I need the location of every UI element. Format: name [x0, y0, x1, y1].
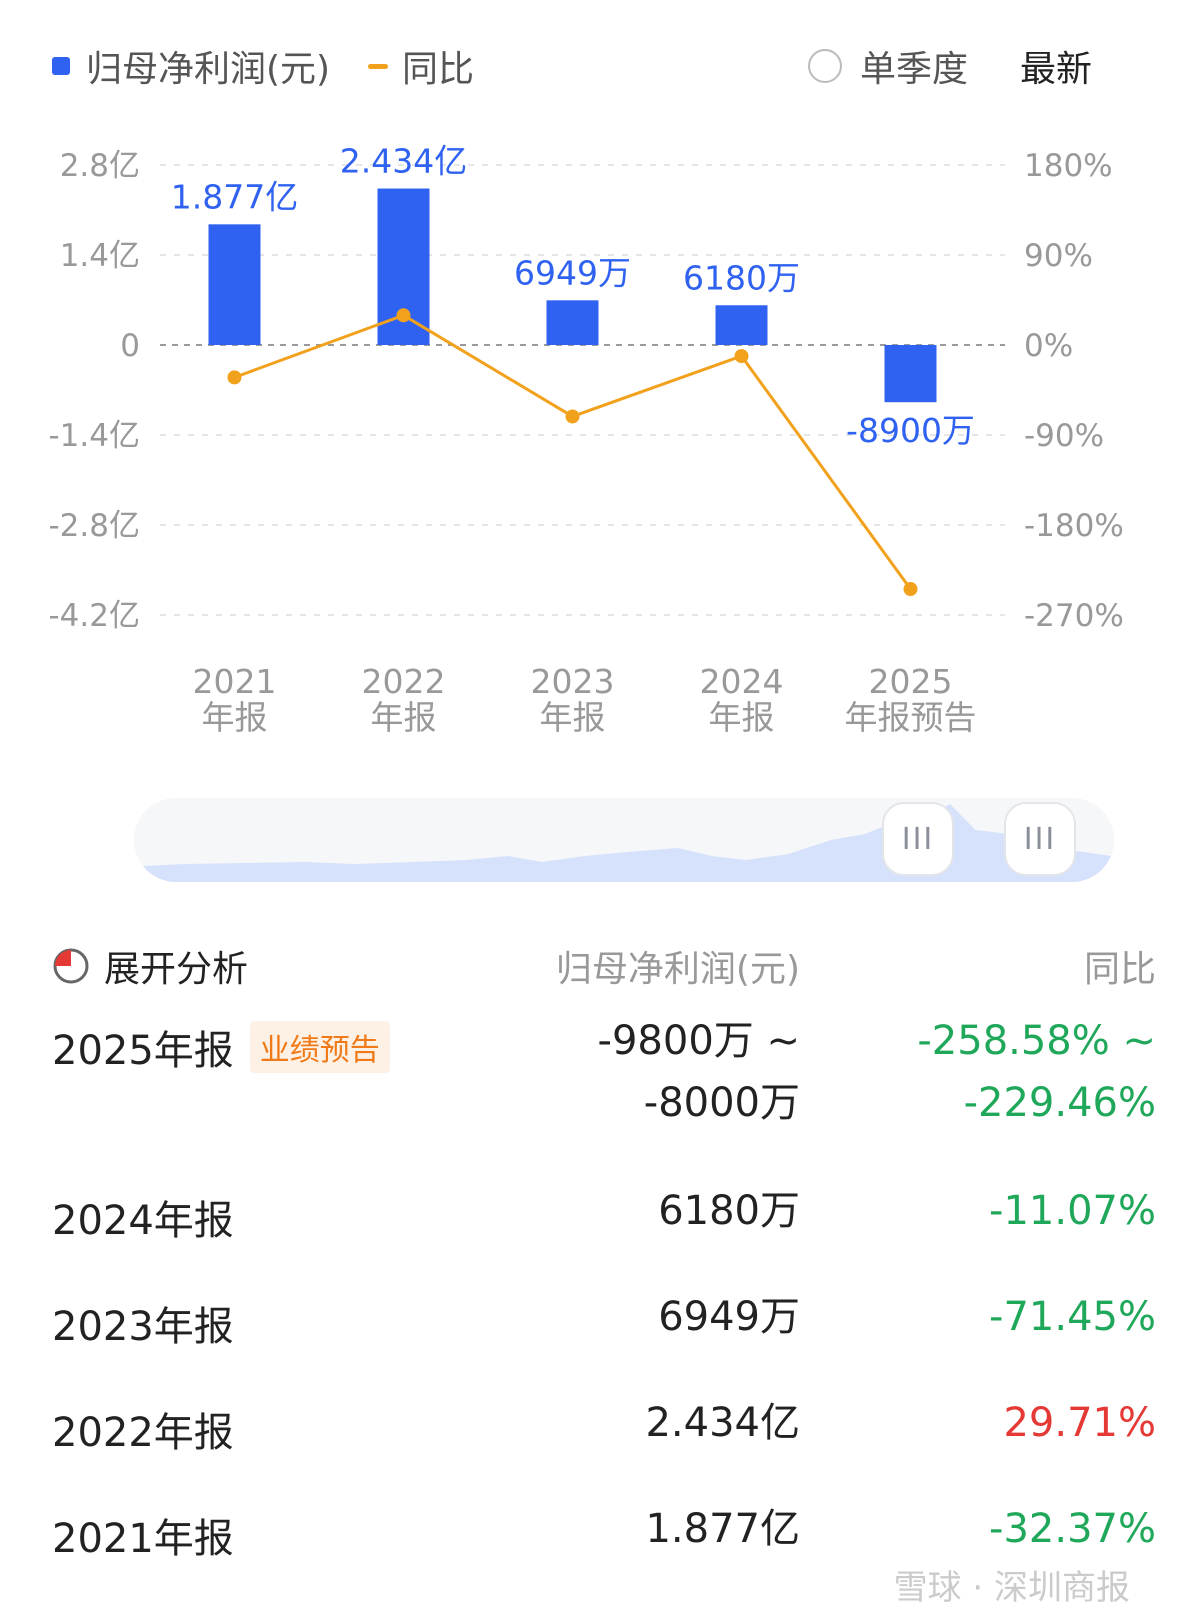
left-axis-tick-label: 2.8亿	[60, 148, 140, 184]
bar	[208, 224, 261, 345]
category-axis: 2021 年报 2022 年报 2023 年报 2024 年报 2025 年报预告	[193, 662, 977, 737]
expand-analysis-label: 展开分析	[104, 949, 249, 990]
left-axis-tick-label: -4.2亿	[49, 598, 141, 634]
row-yoy: 29.71%	[1003, 1400, 1156, 1446]
right-axis-tick-label: 90%	[1024, 238, 1093, 274]
yoy-point	[734, 349, 749, 364]
row-value: 1.877亿	[645, 1506, 800, 1552]
yoy-line-series	[227, 308, 918, 597]
yoy-point	[565, 409, 580, 424]
column-header-yoy: 同比	[1083, 949, 1156, 990]
single-quarter-toggle[interactable]: 单季度	[808, 40, 968, 92]
yoy-line	[233, 313, 912, 590]
row-period: 2024年报	[52, 1188, 234, 1246]
right-axis-tick-label: -180%	[1024, 508, 1124, 544]
chart-legend: 归母净利润(元) 同比 单季度 最新	[0, 0, 1200, 130]
category-label: 2022 年报	[362, 662, 446, 737]
bar-value-labels: 1.877亿 2.434亿 6949万 6180万 -8900万	[171, 142, 975, 451]
grid-lines	[160, 164, 1005, 616]
yoy-point	[227, 370, 242, 385]
yoy-point	[396, 308, 411, 323]
row-period: 2023年报	[52, 1294, 234, 1352]
grip-icon: III	[901, 821, 935, 857]
column-header-net-profit: 归母净利润(元)	[555, 949, 800, 990]
grip-icon: III	[1023, 821, 1057, 857]
legend-label-net-profit: 归母净利润(元)	[86, 49, 331, 90]
right-axis-tick-label: -270%	[1024, 598, 1124, 634]
bar	[546, 300, 599, 345]
bar-series	[208, 188, 937, 403]
radio-circle-icon[interactable]	[808, 49, 842, 83]
legend-item-yoy[interactable]: 同比	[368, 40, 474, 92]
row-value: 6949万	[658, 1294, 800, 1340]
slider-handle-left[interactable]: III	[882, 802, 954, 876]
yoy-point	[903, 582, 918, 597]
period-label: 2023年报	[52, 1304, 234, 1350]
category-label: 2023 年报	[531, 662, 615, 737]
yoy-line: -229.46%	[963, 1080, 1156, 1126]
single-quarter-label: 单季度	[860, 49, 969, 90]
row-period: 2021年报	[52, 1506, 234, 1564]
yoy-line: -258.58% ~	[917, 1018, 1156, 1064]
bar-swatch-icon	[52, 57, 70, 75]
row-yoy: -32.37%	[989, 1506, 1156, 1552]
left-axis-tick-label: 0	[120, 328, 140, 364]
value-line: -9800万 ~	[597, 1018, 800, 1064]
left-axis-tick-label: 1.4亿	[60, 238, 140, 274]
slider-handle-right[interactable]: III	[1004, 802, 1076, 876]
right-axis-tick-label: 0%	[1024, 328, 1073, 364]
legend-label-yoy: 同比	[402, 49, 475, 90]
row-value: -9800万 ~ -8000万	[598, 1010, 800, 1134]
period-label: 2024年报	[52, 1198, 234, 1244]
left-axis-tick-label: -1.4亿	[49, 418, 141, 454]
legend-item-net-profit[interactable]: 归母净利润(元)	[52, 40, 330, 92]
slider-overview-area	[142, 804, 1114, 882]
bar-value-label: -8900万	[846, 411, 975, 450]
row-yoy: -258.58% ~ -229.46%	[917, 1010, 1156, 1134]
left-axis-tick-label: -2.8亿	[49, 508, 141, 544]
row-yoy: -71.45%	[989, 1294, 1156, 1340]
category-label: 2021 年报	[193, 662, 277, 737]
expand-analysis-button[interactable]: 展开分析	[52, 940, 248, 992]
category-label: 2024 年报	[700, 662, 784, 737]
watermark: 雪球 · 深圳商报	[893, 1568, 1130, 1608]
row-period: 2022年报	[52, 1400, 234, 1458]
bar-value-label: 1.877亿	[171, 177, 298, 216]
pie-chart-icon	[53, 948, 89, 984]
row-value: 2.434亿	[645, 1400, 800, 1446]
period-label: 2022年报	[52, 1410, 234, 1456]
table-header: 展开分析 归母净利润(元) 同比	[0, 940, 1200, 1000]
period-label: 2025年报	[52, 1028, 234, 1074]
right-axis-tick-label: -90%	[1024, 418, 1104, 454]
bar-value-label: 6180万	[683, 258, 800, 297]
bar	[715, 305, 768, 345]
net-profit-chart: 2.8亿 1.4亿 0 -1.4亿 -2.8亿 -4.2亿 180% 90% 0% -90% -1…	[49, 142, 1124, 737]
range-slider[interactable]: III III	[134, 798, 1114, 882]
bar	[884, 345, 937, 403]
latest-button[interactable]: 最新	[1020, 49, 1093, 90]
bar-value-label: 6949万	[514, 253, 631, 292]
left-axis: 2.8亿 1.4亿 0 -1.4亿 -2.8亿 -4.2亿	[49, 148, 141, 634]
forecast-badge: 业绩预告	[249, 1021, 390, 1073]
line-swatch-icon	[368, 63, 388, 69]
value-line: -8000万	[643, 1080, 800, 1126]
category-label: 2025 年报预告	[845, 662, 977, 737]
right-axis-tick-label: 180%	[1024, 148, 1113, 184]
row-period: 2025年报 业绩预告	[52, 1018, 390, 1076]
row-value: 6180万	[658, 1188, 800, 1234]
period-label: 2021年报	[52, 1516, 234, 1562]
bar-value-label: 2.434亿	[340, 142, 467, 181]
right-axis: 180% 90% 0% -90% -180% -270%	[1024, 148, 1124, 634]
row-yoy: -11.07%	[989, 1188, 1156, 1234]
